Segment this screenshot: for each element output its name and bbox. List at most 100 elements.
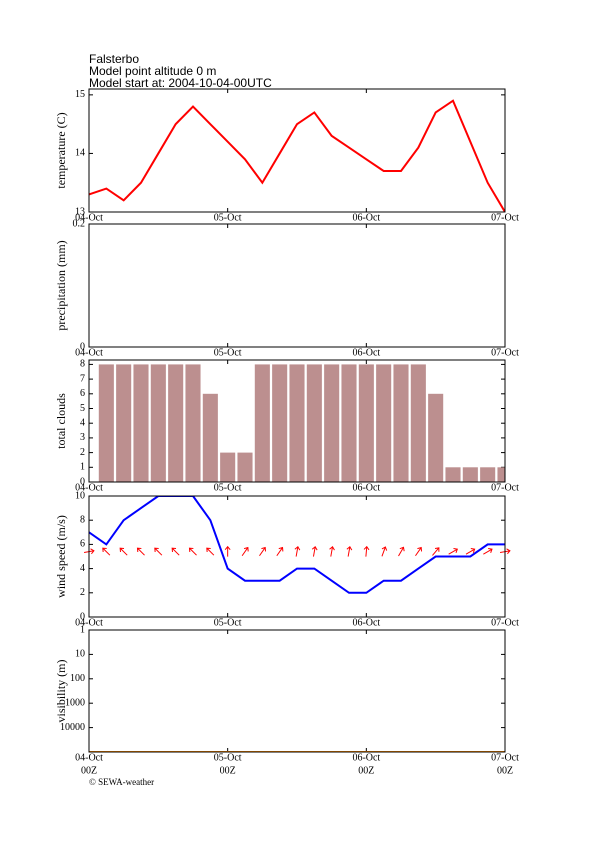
- x-tick-label: 06-Oct: [352, 212, 380, 223]
- bar: [150, 364, 166, 482]
- y-axis-title: temperature (C): [54, 112, 68, 188]
- wind-arrow-shape: [381, 546, 388, 557]
- x-tick-label: 06-Oct: [352, 617, 380, 628]
- y-tick-label: 3: [80, 432, 85, 443]
- y-tick-label: 7: [80, 373, 85, 384]
- bar: [272, 364, 288, 482]
- x-tick-sublabel: 00Z: [220, 765, 236, 776]
- x-tick-sublabel: 00Z: [81, 765, 97, 776]
- wind-arrow: [102, 547, 111, 556]
- wind-arrow-shape: [241, 546, 249, 557]
- x-tick-label: 04-Oct: [75, 212, 103, 223]
- wind-arrow-shape: [136, 547, 145, 556]
- wind-arrow-shape: [346, 545, 353, 557]
- y-tick-label: 14: [75, 148, 85, 159]
- wind-arrow-shape: [398, 546, 405, 557]
- x-tick-label: 05-Oct: [214, 212, 242, 223]
- wind-arrow-shape: [102, 547, 111, 556]
- bar: [133, 364, 149, 482]
- wind-arrow-shape: [415, 546, 423, 557]
- wind-arrow: [465, 548, 476, 555]
- wind-arrow-shape: [276, 546, 284, 557]
- wind-arrow: [329, 545, 335, 557]
- wind-arrow-shape: [432, 547, 440, 556]
- wind-arrow: [432, 547, 440, 556]
- bar: [393, 364, 409, 482]
- wind-arrow-shape: [119, 547, 128, 556]
- bar: [480, 467, 496, 482]
- y-axis-title: wind speed (m/s): [54, 515, 68, 598]
- wind-arrow-shape: [206, 547, 215, 556]
- bar: [445, 467, 461, 482]
- wind-arrow: [119, 547, 128, 556]
- y-tick-label: 0.2: [73, 218, 86, 229]
- y-tick-label: 15: [75, 89, 85, 100]
- bar: [341, 364, 357, 482]
- wind-arrow: [188, 547, 197, 556]
- y-axis-title: total clouds: [54, 393, 68, 449]
- y-tick-label: 8: [80, 359, 85, 370]
- x-tick-label: 07-Oct: [491, 617, 519, 628]
- y-tick-label: 10: [75, 490, 85, 501]
- y-tick-label: 5: [80, 403, 85, 414]
- wind-arrow-shape: [171, 547, 180, 556]
- plot-frame: [88, 359, 506, 483]
- bar: [376, 364, 392, 482]
- y-tick-label: 10000: [60, 722, 85, 733]
- x-tick-label: 04-Oct: [75, 482, 103, 493]
- wind-arrow: [241, 546, 249, 557]
- y-tick-label: 4: [80, 418, 85, 429]
- bar: [98, 364, 114, 482]
- station-name: Falsterbo: [89, 52, 139, 66]
- wind-arrow-shape: [154, 547, 163, 556]
- wind-arrow: [171, 547, 180, 556]
- y-tick-label: 1000: [65, 697, 85, 708]
- footer: © SEWA-weather: [89, 777, 154, 787]
- x-tick-label: 05-Oct: [214, 347, 242, 358]
- plot-area: [89, 496, 505, 594]
- wind-arrow: [294, 545, 301, 557]
- x-tick-label: 06-Oct: [352, 482, 380, 493]
- bar: [428, 393, 444, 482]
- bar: [185, 364, 201, 482]
- line: [89, 496, 505, 594]
- bar: [497, 467, 505, 482]
- plot-area: [98, 364, 505, 482]
- y-tick-label: 0: [80, 611, 85, 622]
- wind-arrow-shape: [311, 545, 318, 557]
- bar: [306, 364, 322, 482]
- plot-frame: [88, 88, 506, 213]
- plot-area: [89, 99, 505, 212]
- y-tick-label: 1: [80, 462, 85, 473]
- y-tick-label: 4: [80, 563, 85, 574]
- altitude: Model point altitude 0 m: [89, 64, 216, 78]
- x-tick-label: 07-Oct: [491, 212, 519, 223]
- wind-arrow: [259, 546, 267, 557]
- wind-arrow-shape: [448, 548, 459, 555]
- wind-arrow: [224, 545, 231, 557]
- wind-arrow: [448, 548, 459, 555]
- x-tick-label: 07-Oct: [491, 752, 519, 763]
- wind-arrow-shape: [294, 545, 301, 557]
- plot-frame: [88, 495, 506, 618]
- y-tick-label: 100: [70, 673, 85, 684]
- y-tick-label: 0: [80, 341, 85, 352]
- bar: [462, 467, 478, 482]
- wind-arrow-shape: [363, 545, 370, 557]
- x-tick-label: 07-Oct: [491, 347, 519, 358]
- x-tick-label: 04-Oct: [75, 617, 103, 628]
- bar: [220, 452, 236, 482]
- y-tick-label: 8: [80, 514, 85, 525]
- bar: [168, 364, 184, 482]
- wind-arrow: [154, 547, 163, 556]
- wind-arrow-shape: [224, 545, 231, 557]
- y-tick-label: 1: [80, 624, 85, 635]
- wind-arrow-shape: [188, 547, 197, 556]
- y-tick-label: 0: [80, 476, 85, 487]
- bar: [254, 364, 270, 482]
- bar: [358, 364, 374, 482]
- y-axis-title: precipitation (mm): [54, 240, 68, 330]
- bar: [410, 364, 426, 482]
- y-tick-label: 10: [75, 649, 85, 660]
